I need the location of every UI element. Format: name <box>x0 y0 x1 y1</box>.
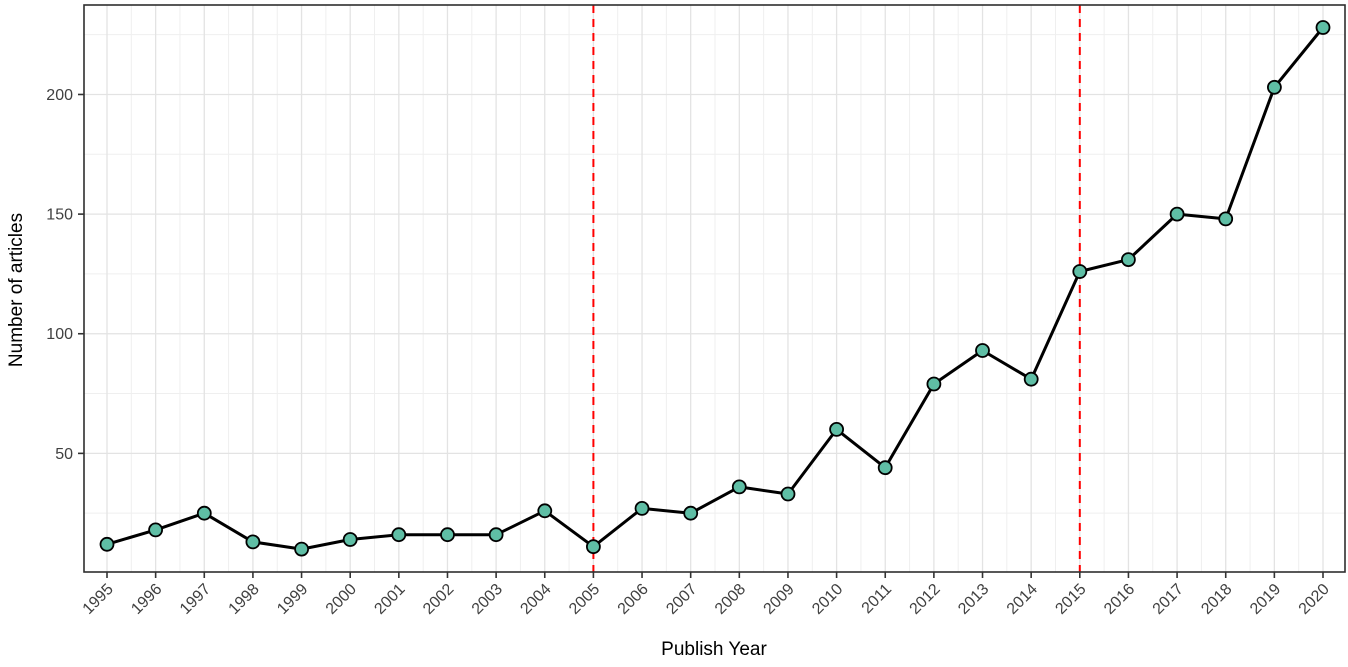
x-tick-label-2008: 2008 <box>712 581 749 618</box>
x-tick-label-1997: 1997 <box>177 581 214 618</box>
data-point-2011 <box>877 460 893 476</box>
y-tick-labels: 50 100 150 200 <box>46 87 73 463</box>
x-tick-label-1995: 1995 <box>80 581 117 618</box>
data-point-2013 <box>975 343 990 358</box>
x-axis-title: Publish Year <box>661 639 767 660</box>
x-tick-label-2006: 2006 <box>615 581 652 618</box>
x-tick-label-2003: 2003 <box>469 581 506 618</box>
data-point-1999 <box>294 541 310 557</box>
x-tick-label-2012: 2012 <box>907 581 944 618</box>
x-tick-label-2014: 2014 <box>1004 581 1041 618</box>
x-tick-label-2011: 2011 <box>859 581 895 617</box>
data-point-2002 <box>440 527 455 543</box>
y-tick-label-200: 200 <box>46 87 73 104</box>
x-tick-label-2001: 2001 <box>371 581 408 618</box>
gridlines <box>84 5 1345 572</box>
y-tick-label-150: 150 <box>46 207 73 224</box>
data-point-2003 <box>488 527 504 543</box>
data-point-1997 <box>196 505 212 521</box>
x-tick-label-2005: 2005 <box>566 581 603 618</box>
data-point-2008 <box>731 479 747 495</box>
data-point-2017 <box>1169 206 1185 222</box>
data-point-2012 <box>926 376 942 392</box>
data-point-2000 <box>342 532 358 547</box>
x-tick-label-1996: 1996 <box>128 581 165 618</box>
data-point-2007 <box>683 505 699 521</box>
y-tick-label-50: 50 <box>55 446 73 463</box>
x-tick-label-2018: 2018 <box>1198 581 1235 618</box>
data-point-1995 <box>99 536 115 552</box>
line-series <box>99 20 1331 557</box>
panel-border <box>83 4 1346 573</box>
data-point-2010 <box>829 421 844 437</box>
reference-lines <box>592 5 1081 572</box>
data-point-2014 <box>1023 371 1039 387</box>
data-point-2009 <box>780 486 796 502</box>
series-line <box>105 26 1325 551</box>
x-tick-label-1999: 1999 <box>274 581 311 618</box>
x-tick-label-2016: 2016 <box>1101 581 1138 618</box>
data-point-2015 <box>1072 264 1088 279</box>
data-point-2020 <box>1315 20 1331 35</box>
y-tick-label-100: 100 <box>46 326 73 343</box>
x-tick-label-2020: 2020 <box>1296 581 1333 618</box>
x-tick-label-2007: 2007 <box>663 581 700 618</box>
x-tick-labels: 1995 1996 1997 1998 1999 2000 2001 2002 2003 2004… <box>80 581 1333 618</box>
data-point-2006 <box>634 500 650 516</box>
data-point-2019 <box>1267 79 1282 95</box>
x-tick-label-1998: 1998 <box>226 581 263 618</box>
panel-border-rect <box>83 4 1346 573</box>
axis-ticks <box>78 93 1324 578</box>
x-tick-label-2015: 2015 <box>1052 581 1089 618</box>
data-point-1996 <box>148 522 164 538</box>
data-point-2005 <box>586 539 601 555</box>
data-point-1998 <box>245 534 261 550</box>
x-tick-label-2004: 2004 <box>517 581 554 618</box>
x-tick-label-2002: 2002 <box>420 581 457 618</box>
y-axis-title: Number of articles <box>6 213 27 367</box>
data-point-2004 <box>537 503 553 519</box>
x-tick-label-2017: 2017 <box>1150 581 1187 618</box>
x-tick-label-2009: 2009 <box>761 581 798 618</box>
data-point-2016 <box>1121 252 1136 268</box>
x-tick-label-2013: 2013 <box>955 581 992 618</box>
x-tick-label-2010: 2010 <box>809 581 846 618</box>
x-tick-label-2000: 2000 <box>323 581 360 618</box>
x-tick-label-2019: 2019 <box>1247 581 1284 618</box>
data-point-2018 <box>1218 211 1234 227</box>
data-point-2001 <box>391 527 407 543</box>
